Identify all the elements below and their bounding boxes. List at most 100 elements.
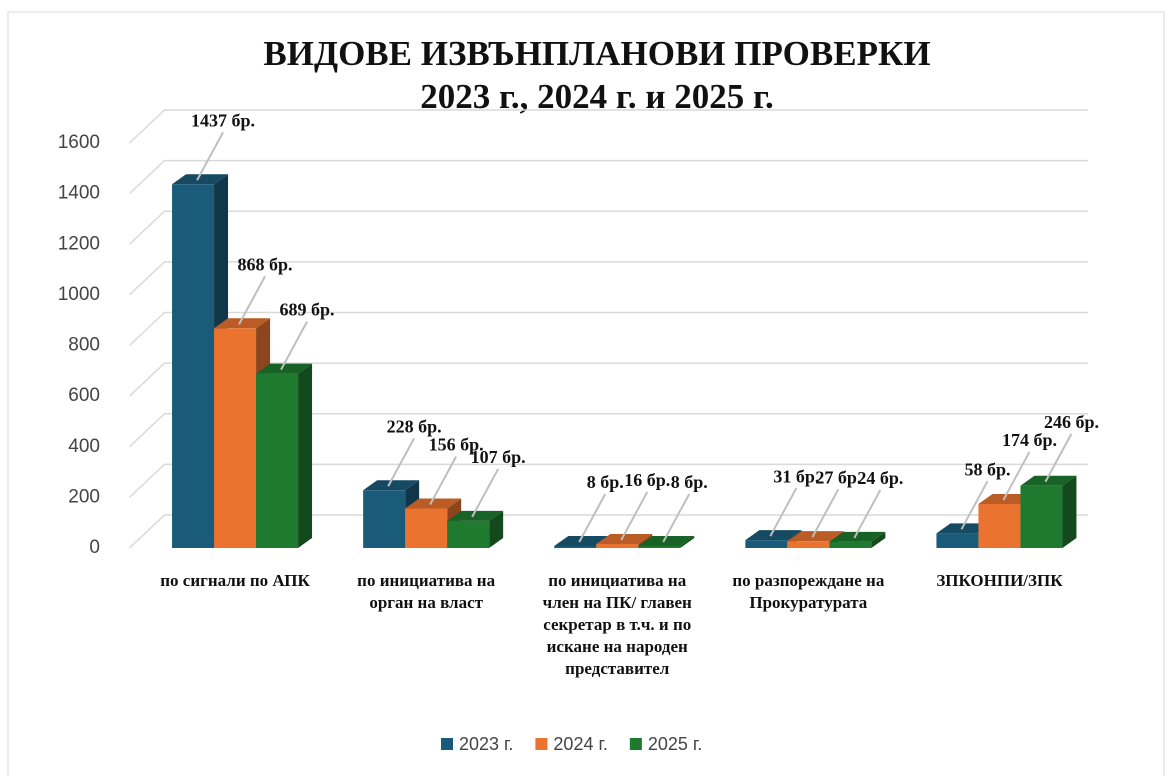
y-tick-label: 1400	[58, 183, 100, 204]
bar-top	[172, 174, 229, 185]
bar-front	[596, 543, 639, 548]
data-label: 31 бр.	[773, 466, 819, 486]
grid-line	[128, 463, 1088, 498]
bar-side	[871, 531, 886, 548]
bar-front	[1020, 485, 1063, 548]
bar	[447, 510, 504, 548]
leader-line	[960, 480, 989, 530]
bar-top	[214, 318, 271, 329]
data-label: 8 бр.	[587, 472, 624, 492]
bar-front	[638, 545, 681, 548]
data-label: 8 бр.	[671, 472, 708, 492]
bar-front	[256, 373, 299, 548]
data-label: 689 бр.	[280, 300, 335, 320]
bar-top	[256, 363, 313, 374]
data-label: 246 бр.	[1044, 412, 1099, 432]
y-tick-label: 800	[68, 335, 100, 356]
bar-top	[745, 530, 802, 541]
bar-top	[787, 531, 844, 542]
bar-top	[596, 533, 653, 544]
bar-front	[447, 520, 490, 548]
grid-line	[128, 413, 1088, 448]
data-label: 58 бр.	[964, 459, 1010, 479]
leader-line	[387, 437, 416, 487]
bar	[405, 498, 462, 548]
grid-line	[128, 362, 1088, 397]
bar-side	[298, 363, 313, 548]
legend-label: 2024 г.	[553, 734, 607, 754]
leader-line	[811, 488, 840, 538]
bar-front	[787, 541, 830, 548]
legend-label: 2023 г.	[459, 734, 513, 754]
y-tick-label: 1200	[58, 233, 100, 254]
data-label: 107 бр.	[471, 447, 526, 467]
leader-line	[1044, 433, 1073, 483]
x-tick-label: по инициатива на орган на власт	[357, 571, 496, 612]
chart-border	[7, 11, 1165, 776]
legend-swatch	[629, 738, 642, 750]
chart-title: ВИДОВЕ ИЗВЪНПЛАНОВИ ПРОВЕРКИ	[263, 34, 930, 73]
bar-top	[363, 480, 420, 491]
y-tick-label: 1000	[58, 284, 100, 305]
bar-top	[447, 510, 504, 521]
bar-front	[405, 508, 448, 548]
grid-line	[128, 514, 1088, 549]
bar-front	[978, 503, 1021, 548]
data-label: 156 бр.	[429, 435, 484, 455]
bar-front	[829, 541, 872, 548]
leader-line	[280, 321, 308, 371]
x-tick-label: по сигнали по АПК	[160, 571, 310, 590]
data-label: 1437 бр.	[191, 110, 255, 130]
data-label: 174 бр.	[1002, 430, 1057, 450]
bar-top	[638, 535, 695, 546]
y-tick-label: 200	[68, 486, 100, 507]
grid-line	[128, 109, 1088, 144]
bar-top	[1020, 475, 1077, 486]
leader-line	[238, 275, 266, 325]
y-tick-label: 400	[68, 436, 100, 457]
bar-top	[829, 531, 886, 542]
data-label: 228 бр.	[387, 416, 442, 436]
bar-side	[680, 535, 695, 548]
bar-front	[745, 540, 788, 548]
x-tick-label: по инициатива на член на ПК/ главен секр…	[542, 571, 692, 678]
bar	[829, 531, 886, 548]
legend-swatch	[441, 738, 453, 750]
data-label: 868 бр.	[238, 254, 293, 274]
grid-line	[128, 311, 1088, 347]
leader-line	[429, 456, 458, 505]
x-tick-label: ЗПКОНПИ/ЗПК	[936, 571, 1063, 590]
bar-front	[172, 184, 215, 548]
leader-line	[620, 491, 649, 541]
bar-side	[1062, 475, 1077, 548]
leader-line	[662, 493, 691, 543]
bar-front	[936, 533, 979, 548]
bar	[1020, 475, 1077, 548]
leader-line	[1002, 451, 1031, 501]
leader-line	[853, 489, 882, 539]
leader-line	[196, 131, 224, 181]
leader-line	[578, 493, 607, 543]
y-tick-label: 600	[68, 385, 100, 406]
y-tick-label: 1600	[58, 132, 100, 153]
x-tick-label: по разпореждане на Прокуратурата	[732, 571, 885, 612]
bar-top	[554, 535, 611, 546]
bar-front	[554, 545, 597, 548]
grid-line	[128, 159, 1088, 195]
legend-swatch	[535, 738, 548, 750]
data-label: 24 бр.	[857, 468, 903, 488]
grid-line	[128, 261, 1088, 296]
bar-top	[978, 493, 1035, 504]
data-label: 27 бр.	[815, 467, 861, 487]
legend-label: 2025 г.	[648, 734, 702, 754]
leader-line	[769, 487, 798, 537]
bar	[638, 535, 695, 548]
data-label: 16 бр.	[624, 470, 670, 490]
bar	[256, 363, 313, 548]
bar-front	[363, 490, 406, 548]
leader-line	[471, 468, 500, 518]
y-tick-label: 0	[89, 537, 100, 558]
bar-top	[405, 498, 462, 509]
